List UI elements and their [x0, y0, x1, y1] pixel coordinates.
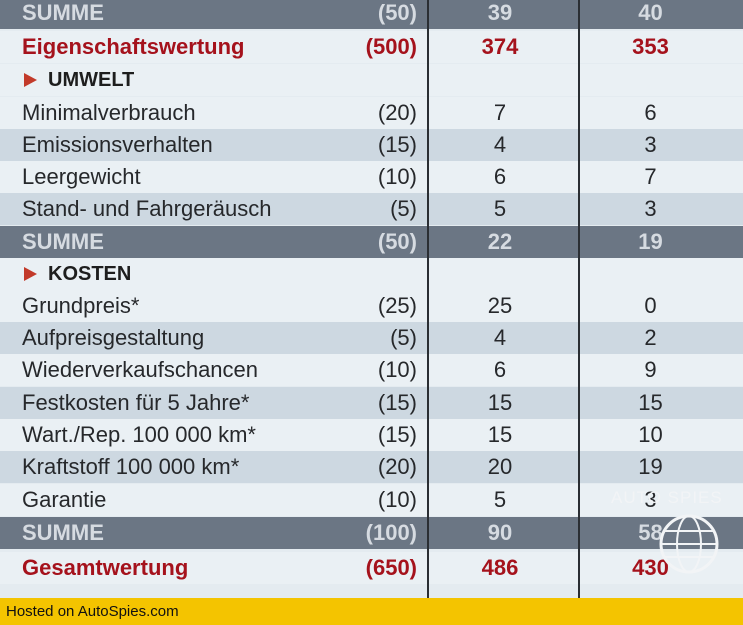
- score-car-2: 3: [644, 132, 657, 157]
- row-label: Garantie: [22, 487, 107, 512]
- subtotal-row: SUMME (50) 39 40: [0, 0, 743, 29]
- max-points: (15): [377, 422, 417, 447]
- table-row: Emissionsverhalten (15) 4 3: [0, 129, 743, 161]
- row-label: Leergewicht: [22, 164, 141, 189]
- score-car-2: 15: [638, 390, 663, 415]
- max-points: (100): [365, 520, 417, 545]
- section-header-row: UMWELT: [0, 64, 743, 96]
- score-car-1: 4: [493, 132, 507, 157]
- score-car-2: 0: [644, 293, 657, 318]
- subtotal-row: SUMME (50) 22 19: [0, 226, 743, 258]
- row-label: Emissionsverhalten: [22, 132, 213, 157]
- table-row: Garantie (10) 5 3: [0, 484, 743, 516]
- score-car-2: 6: [644, 100, 657, 125]
- score-car-2: 19: [638, 229, 663, 254]
- score-car-1: 5: [493, 196, 507, 221]
- row-label: Minimalverbrauch: [22, 100, 196, 125]
- section-header-row: KOSTEN: [0, 258, 743, 290]
- score-car-2: 353: [632, 34, 669, 59]
- score-car-1: 5: [493, 487, 507, 512]
- max-points: (20): [377, 100, 417, 125]
- section-marker-icon: [24, 267, 37, 281]
- footer-text: Hosted on AutoSpies.com: [6, 603, 179, 620]
- column-divider: [578, 0, 580, 598]
- max-points: (15): [377, 132, 417, 157]
- score-car-1: 22: [487, 229, 513, 254]
- score-car-1: 39: [487, 0, 513, 25]
- table-row: Grundpreis* (25) 25 0: [0, 290, 743, 322]
- score-car-1: 15: [487, 390, 513, 415]
- table-row: Festkosten für 5 Jahre* (15) 15 15: [0, 387, 743, 419]
- row-label: Grundpreis*: [22, 293, 140, 318]
- score-car-2: 9: [644, 357, 657, 382]
- max-points: (5): [390, 196, 417, 221]
- row-label: Wart./Rep. 100 000 km*: [22, 422, 256, 447]
- row-label: KOSTEN: [48, 263, 132, 285]
- score-car-2: 40: [638, 0, 663, 25]
- score-car-1: 6: [493, 164, 507, 189]
- row-label: Festkosten für 5 Jahre*: [22, 390, 250, 415]
- row-label: Eigenschaftswertung: [22, 34, 245, 59]
- hosting-footer: Hosted on AutoSpies.com: [0, 598, 743, 625]
- total-row: Eigenschaftswertung (500) 374 353: [0, 31, 743, 63]
- score-car-2: 430: [632, 555, 669, 580]
- score-car-2: 58: [638, 520, 663, 545]
- row-label: Wiederverkaufschancen: [22, 357, 259, 382]
- column-divider: [427, 0, 429, 598]
- subtotal-row: SUMME (100) 90 58: [0, 517, 743, 549]
- score-car-2: 2: [644, 325, 657, 350]
- table-row: Wart./Rep. 100 000 km* (15) 15 10: [0, 419, 743, 451]
- score-car-2: 3: [644, 196, 657, 221]
- max-points: (50): [377, 0, 417, 25]
- score-table: Gesamtwertung (650) 486 430 SUMME (100) 90 58 Ga…: [0, 0, 743, 598]
- score-car-1: 90: [487, 520, 513, 545]
- row-label: Kraftstoff 100 000 km*: [22, 454, 240, 479]
- max-points: (20): [377, 454, 417, 479]
- table-row: Stand- und Fahrgeräusch (5) 5 3: [0, 193, 743, 225]
- max-points: (10): [377, 164, 417, 189]
- row-label: SUMME: [22, 229, 104, 254]
- row-label: Stand- und Fahrgeräusch: [22, 196, 272, 221]
- total-row: Gesamtwertung (650) 486 430: [0, 552, 743, 584]
- score-car-1: 6: [493, 357, 507, 382]
- max-points: (50): [377, 229, 417, 254]
- score-car-1: 486: [481, 555, 519, 580]
- row-label: SUMME: [22, 0, 104, 25]
- score-car-2: 19: [638, 454, 663, 479]
- table-row: Leergewicht (10) 6 7: [0, 161, 743, 193]
- globe-logo-icon: [659, 514, 719, 574]
- score-car-1: 25: [487, 293, 513, 318]
- table-row: Wiederverkaufschancen (10) 6 9: [0, 354, 743, 386]
- row-label: Gesamtwertung: [22, 555, 189, 580]
- score-car-1: 374: [481, 34, 519, 59]
- section-marker-icon: [24, 73, 37, 87]
- score-car-1: 20: [487, 454, 513, 479]
- max-points: (25): [377, 293, 417, 318]
- max-points: (500): [365, 34, 417, 59]
- table-row: Minimalverbrauch (20) 7 6: [0, 97, 743, 129]
- row-label: SUMME: [22, 520, 104, 545]
- max-points: (15): [377, 390, 417, 415]
- row-label: Aufpreisgestaltung: [22, 325, 205, 350]
- score-car-1: 7: [493, 100, 507, 125]
- table-row: Kraftstoff 100 000 km* (20) 20 19: [0, 451, 743, 483]
- max-points: (5): [390, 325, 417, 350]
- max-points: (650): [365, 555, 417, 580]
- watermark-text: AUTO SPIES: [611, 488, 723, 507]
- table-row: Aufpreisgestaltung (5) 4 2: [0, 322, 743, 354]
- score-car-1: 15: [487, 422, 513, 447]
- row-label: UMWELT: [48, 69, 135, 91]
- max-points: (10): [377, 357, 417, 382]
- score-car-2: 10: [638, 422, 663, 447]
- score-car-1: 4: [493, 325, 507, 350]
- score-car-2: 7: [644, 164, 657, 189]
- score-car-2: 3: [644, 487, 657, 512]
- max-points: (10): [377, 487, 417, 512]
